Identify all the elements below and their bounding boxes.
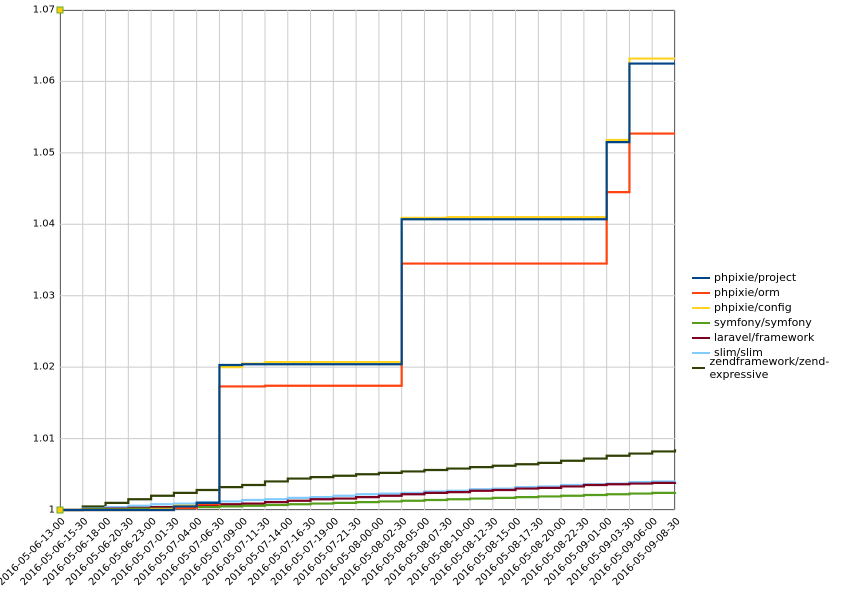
y-tick-label: 1.07 [33,5,55,16]
y-tick-label: 1.03 [33,290,55,301]
legend-item: phpixie/config [692,300,843,315]
legend-label: zendframework/zend-expressive [709,355,843,381]
legend-swatch [692,307,710,309]
legend-item: phpixie/orm [692,285,843,300]
legend-label: phpixie/project [714,271,796,284]
y-tick-label: 1.05 [33,147,55,158]
legend-item: symfony/symfony [692,315,843,330]
series-line [60,134,675,510]
y-tick-label: 1.01 [33,433,55,444]
y-tick-label: 1.06 [33,76,55,87]
y-tick-label: 1.02 [33,362,55,373]
series-line [60,59,675,510]
legend-swatch [692,352,710,354]
y-tick-label: 1 [49,505,55,516]
legend-swatch [692,277,710,279]
legend-swatch [692,322,710,324]
legend-swatch [692,337,710,339]
legend-swatch [692,367,705,369]
legend: phpixie/project phpixie/orm phpixie/config… [692,270,843,375]
y-tick-label: 1.04 [33,219,55,230]
legend-item: phpixie/project [692,270,843,285]
legend-swatch [692,292,710,294]
plot-marker [57,7,64,14]
series-line [60,64,675,510]
legend-label: symfony/symfony [714,316,812,329]
legend-item: zendframework/zend-expressive [692,360,843,375]
legend-label: phpixie/config [714,301,792,314]
plot-marker [57,507,64,514]
legend-item: laravel/framework [692,330,843,345]
chart-container: 11.011.021.031.041.051.061.07 2016-05-06… [0,0,843,605]
legend-label: phpixie/orm [714,286,780,299]
series-line [60,449,675,510]
legend-label: laravel/framework [714,331,814,344]
